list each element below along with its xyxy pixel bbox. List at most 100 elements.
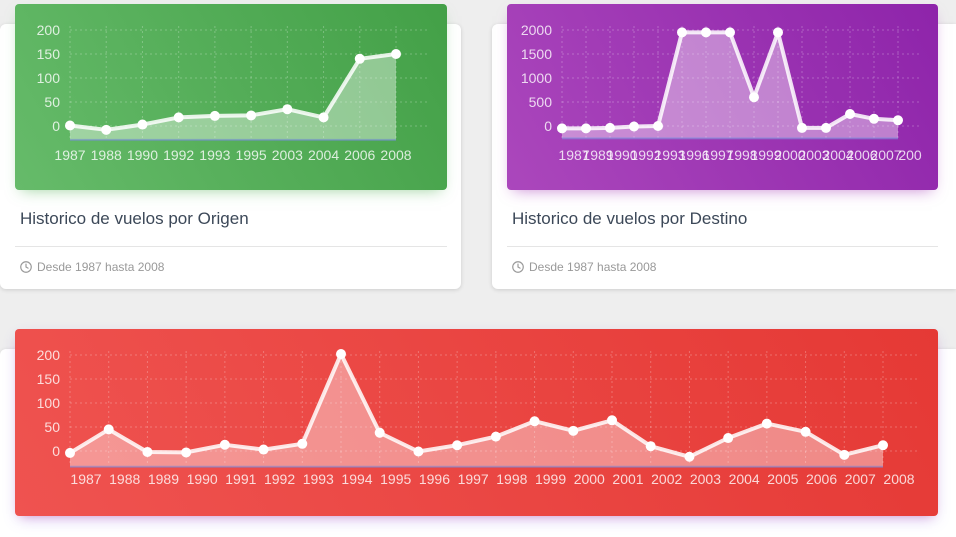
origen-x-tick-label: 1992 — [163, 147, 194, 163]
anual-y-tick-label: 100 — [37, 395, 61, 411]
origen-data-point[interactable] — [354, 53, 365, 64]
origen-data-point[interactable] — [173, 112, 184, 123]
destino-card-divider — [507, 246, 938, 247]
destino-card-footer: Desde 1987 hasta 2008 — [511, 260, 656, 274]
destino-data-point[interactable] — [653, 121, 663, 131]
origen-y-tick-label: 0 — [52, 118, 60, 134]
anual-data-point[interactable] — [878, 440, 888, 451]
anual-data-point[interactable] — [839, 449, 850, 460]
destino-data-point[interactable] — [845, 109, 855, 119]
origen-data-point[interactable] — [101, 124, 112, 135]
origen-data-point[interactable] — [282, 104, 293, 115]
anual-x-tick-label: 2002 — [651, 471, 682, 487]
origen-x-tick-label: 2004 — [308, 147, 339, 163]
destino-data-point[interactable] — [869, 113, 879, 124]
destino-y-tick-label: 0 — [544, 118, 552, 134]
destino-x-tick-label: 200 — [898, 147, 922, 163]
destino-data-point[interactable] — [821, 122, 831, 133]
destino-data-point[interactable] — [677, 27, 687, 38]
destino-data-point[interactable] — [773, 27, 783, 38]
anual-y-tick-label: 0 — [52, 443, 60, 459]
origen-x-tick-label: 1993 — [199, 147, 230, 163]
origen-data-point[interactable] — [391, 49, 401, 59]
destino-x-tick-label: 2000 — [774, 147, 805, 163]
destino-x-tick-label: 1993 — [654, 147, 685, 163]
anual-data-point[interactable] — [65, 447, 75, 458]
anual-data-point[interactable] — [800, 426, 811, 437]
destino-data-point[interactable] — [701, 27, 711, 38]
anual-data-point[interactable] — [645, 441, 656, 452]
destino-x-tick-label: 2007 — [870, 147, 901, 163]
origen-y-tick-label: 200 — [37, 22, 61, 38]
anual-x-tick-label: 1999 — [535, 471, 566, 487]
destino-data-point[interactable] — [557, 123, 567, 134]
anual-data-point[interactable] — [336, 349, 346, 360]
anual-x-tick-label: 1989 — [148, 471, 179, 487]
origen-x-tick-label: 1995 — [236, 147, 267, 163]
origen-data-point[interactable] — [318, 112, 329, 123]
origen-x-tick-label: 2003 — [272, 147, 303, 163]
anual-data-point[interactable] — [684, 451, 695, 462]
origen-x-tick-label: 1987 — [54, 147, 85, 163]
destino-x-tick-label: 1992 — [630, 147, 661, 163]
anual-data-point[interactable] — [219, 439, 230, 450]
destino-data-point[interactable] — [797, 122, 807, 133]
anual-data-point[interactable] — [258, 444, 269, 455]
destino-x-tick-label: 2006 — [846, 147, 877, 163]
destino-x-tick-label: 1996 — [678, 147, 709, 163]
anual-data-point[interactable] — [529, 416, 540, 427]
anual-data-point[interactable] — [181, 447, 192, 458]
destino-data-point[interactable] — [581, 123, 591, 134]
destino-y-tick-label: 500 — [529, 94, 553, 110]
destino-data-point[interactable] — [893, 115, 903, 126]
destino-x-tick-label: 1998 — [726, 147, 757, 163]
anual-data-point[interactable] — [413, 446, 424, 457]
destino-y-tick-label: 2000 — [521, 22, 552, 38]
anual-data-point[interactable] — [568, 425, 579, 436]
destino-data-point[interactable] — [605, 122, 615, 133]
anual-y-tick-label: 150 — [37, 371, 61, 387]
anual-data-point[interactable] — [607, 415, 617, 426]
origen-series-area — [70, 54, 396, 140]
destino-data-point[interactable] — [725, 27, 735, 38]
destino-data-point[interactable] — [749, 92, 759, 103]
anual-data-point[interactable] — [452, 440, 463, 451]
anual-chart-panel: 0 50 100 150 200 1987 1988 1989 1990 1991 1992 1993… — [15, 329, 938, 516]
anual-x-tick-label: 1988 — [109, 471, 140, 487]
anual-x-tick-label: 1987 — [70, 471, 101, 487]
anual-data-point[interactable] — [723, 433, 734, 444]
anual-x-tick-label: 2007 — [845, 471, 876, 487]
anual-data-point[interactable] — [297, 438, 308, 449]
anual-x-tick-label: 1996 — [419, 471, 450, 487]
origen-data-point[interactable] — [246, 110, 257, 121]
origen-y-tick-label: 100 — [37, 70, 61, 86]
anual-data-point[interactable] — [374, 427, 385, 438]
destino-chart-panel: 0 500 1000 1500 2000 1987 1989 1990 1992 1993 1996… — [507, 4, 938, 190]
anual-series-area — [70, 354, 883, 467]
clock-icon — [512, 261, 524, 273]
destino-x-tick-label: 1987 — [558, 147, 589, 163]
anual-data-point[interactable] — [142, 446, 153, 457]
origen-y-tick-label: 50 — [44, 94, 60, 110]
origen-data-point[interactable] — [209, 110, 220, 121]
origen-x-tick-label: 1990 — [127, 147, 158, 163]
anual-data-point[interactable] — [761, 418, 772, 429]
destino-data-point[interactable] — [629, 121, 639, 132]
origen-card-title: Historico de vuelos por Origen — [20, 209, 249, 228]
destino-footer-text: Desde 1987 hasta 2008 — [529, 260, 657, 274]
clock-icon — [20, 261, 32, 273]
anual-data-point[interactable] — [490, 431, 501, 442]
origen-data-point[interactable] — [65, 120, 75, 131]
anual-x-tick-label: 1992 — [264, 471, 295, 487]
anual-x-tick-label: 1994 — [341, 471, 372, 487]
origen-data-point[interactable] — [137, 119, 148, 130]
origen-card-divider — [15, 246, 447, 247]
origen-chart-panel: 0 50 100 150 200 1987 1988 1990 1992 1993 1995 2003… — [15, 4, 447, 190]
origen-footer-text: Desde 1987 hasta 2008 — [37, 260, 165, 274]
anual-x-tick-label: 2008 — [883, 471, 914, 487]
anual-y-tick-label: 200 — [37, 347, 61, 363]
anual-data-point[interactable] — [103, 424, 114, 435]
origen-card-footer: Desde 1987 hasta 2008 — [19, 260, 164, 274]
origen-y-tick-label: 150 — [37, 46, 61, 62]
anual-x-tick-label: 2003 — [690, 471, 721, 487]
